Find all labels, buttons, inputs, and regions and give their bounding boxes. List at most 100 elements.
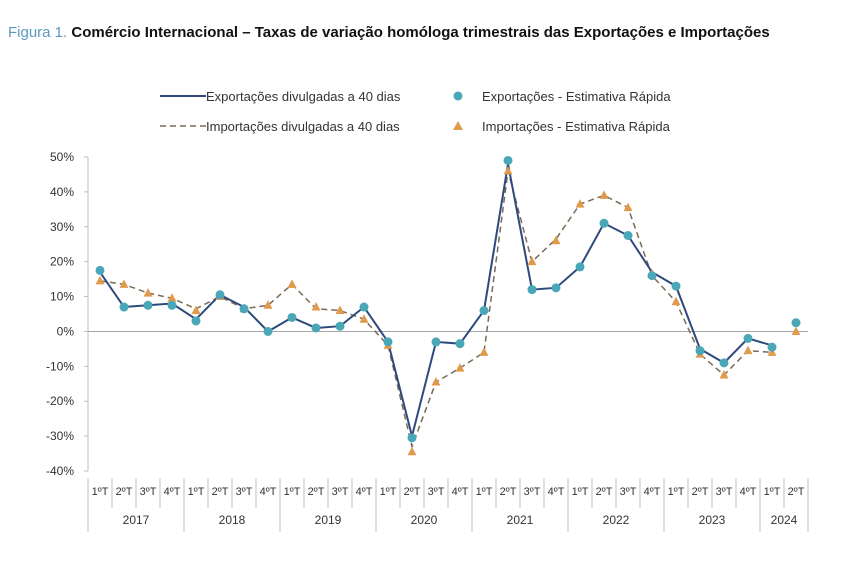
x-tick-label: 3ºT <box>716 486 733 498</box>
exports-estimate-marker <box>551 283 561 293</box>
y-tick-label: 40% <box>50 185 74 199</box>
figure-label: Figura 1. <box>8 24 68 41</box>
y-tick-label: -30% <box>46 429 74 443</box>
x-year-label: 2017 <box>123 513 150 527</box>
legend-imports-line-label: Importações divulgadas a 40 dias <box>206 119 400 134</box>
y-tick-label: -10% <box>46 359 74 373</box>
y-tick-label: 30% <box>50 220 74 234</box>
legend: Exportações divulgadas a 40 dias Importa… <box>160 89 671 134</box>
x-year-label: 2019 <box>315 513 342 527</box>
x-tick-label: 1ºT <box>188 486 205 498</box>
x-tick-label: 3ºT <box>524 486 541 498</box>
x-tick-label: 4ºT <box>740 486 757 498</box>
x-tick-label: 1ºT <box>764 486 781 498</box>
imports-estimate-marker <box>263 300 273 309</box>
exports-estimate-marker <box>239 304 249 314</box>
exports-estimate-marker <box>455 339 465 349</box>
x-tick-label: 4ºT <box>644 486 661 498</box>
exports-estimate-marker <box>287 312 297 322</box>
x-year-label: 2020 <box>411 513 438 527</box>
x-year-label: 2024 <box>771 513 798 527</box>
imports-estimate-marker <box>191 305 201 315</box>
legend-imports-marker-swatch <box>453 121 463 130</box>
imports-estimate-marker <box>95 275 105 285</box>
legend-exports-marker-swatch <box>453 91 463 101</box>
x-tick-label: 2ºT <box>500 486 517 498</box>
x-tick-label: 2ºT <box>788 486 805 498</box>
imports-estimate-marker <box>311 302 321 311</box>
x-year-label: 2018 <box>219 513 246 527</box>
imports-estimate-marker <box>335 305 345 315</box>
x-tick-label: 4ºT <box>452 486 469 498</box>
x-year-label: 2022 <box>603 513 630 527</box>
imports-estimate-marker <box>527 256 537 266</box>
y-tick-label: 0% <box>57 324 75 338</box>
exports-estimate-marker <box>143 300 153 310</box>
exports-estimate-marker <box>95 265 105 275</box>
legend-exports-marker-label: Exportações - Estimativa Rápida <box>482 89 671 104</box>
exports-estimate-marker <box>671 281 681 291</box>
exports-estimate-marker <box>383 337 393 347</box>
x-tick-label: 2ºT <box>308 486 325 498</box>
x-tick-label: 3ºT <box>620 486 637 498</box>
exports-estimate-marker <box>263 326 273 336</box>
y-tick-label: -40% <box>46 464 74 478</box>
imports-estimate-marker <box>431 377 441 386</box>
imports-estimate-marker <box>791 326 801 335</box>
x-tick-label: 3ºT <box>428 486 445 498</box>
x-year-label: 2021 <box>507 513 534 527</box>
x-tick-label: 1ºT <box>380 486 397 498</box>
exports-estimate-marker <box>215 290 225 300</box>
imports-estimate-marker <box>575 199 585 208</box>
x-tick-label: 1ºT <box>572 486 589 498</box>
imports-estimate-marker <box>407 446 417 456</box>
x-tick-label: 2ºT <box>212 486 229 498</box>
x-tick-label: 2ºT <box>404 486 421 498</box>
imports-estimate-marker <box>623 202 633 212</box>
figure-title-text: Comércio Internacional – Taxas de variaç… <box>71 24 770 41</box>
exports-estimate-marker <box>743 333 753 343</box>
exports-estimate-marker <box>167 300 177 310</box>
x-tick-label: 2ºT <box>692 486 709 498</box>
y-axis: 50% 40% 30% 20% 10% 0% -10% -20% -30% -40% <box>46 150 808 478</box>
x-tick-label: 2ºT <box>116 486 133 498</box>
x-tick-label: 2ºT <box>596 486 613 498</box>
exports-estimate-marker <box>599 218 609 228</box>
x-tick-label: 1ºT <box>92 486 109 498</box>
exports-estimate-marker <box>431 337 441 347</box>
imports-estimate-marker <box>599 190 609 199</box>
exports-estimate-marker <box>503 155 513 165</box>
imports-estimate-marker <box>359 314 369 323</box>
exports-estimate-marker <box>695 346 705 356</box>
imports-estimate-marker <box>143 288 153 297</box>
x-tick-label: 1ºT <box>668 486 685 498</box>
exports-estimate-marker <box>647 271 657 281</box>
imports-estimate-marker <box>671 296 681 306</box>
imports-estimate-marker <box>455 363 465 372</box>
legend-exports-line-label: Exportações divulgadas a 40 dias <box>206 89 401 104</box>
imports-estimate-marker <box>119 279 129 288</box>
x-tick-label: 4ºT <box>356 486 373 498</box>
x-tick-label: 1ºT <box>476 486 493 498</box>
imports-estimate-marker <box>479 347 489 356</box>
imports-estimate-marker <box>503 165 513 175</box>
x-axis: 1ºT 2ºT 3ºT 4ºT 1ºT 2ºT 3ºT 4ºT 1ºT 2ºT 3ºT 4ºT 1ºT 2… <box>87 478 809 532</box>
exports-estimate-marker <box>791 318 801 328</box>
x-year-label: 2023 <box>699 513 726 527</box>
exports-estimate-marker <box>719 358 729 368</box>
exports-estimate-marker <box>527 285 537 295</box>
y-tick-label: 10% <box>50 290 74 304</box>
imports-estimate-marker <box>167 293 177 302</box>
exports-estimate-marker <box>623 231 633 240</box>
exports-estimate-marker <box>191 316 201 326</box>
x-tick-label: 4ºT <box>164 486 181 498</box>
exports-estimate-marker <box>119 302 129 312</box>
imports-estimate-marker <box>743 345 753 355</box>
x-tick-label: 3ºT <box>140 486 157 498</box>
imports-estimate-marker <box>719 370 729 379</box>
exports-estimate-marker <box>575 262 585 272</box>
exports-estimate-marker <box>767 342 777 352</box>
imports-estimate-marker <box>551 235 561 245</box>
y-tick-label: -20% <box>46 394 74 408</box>
